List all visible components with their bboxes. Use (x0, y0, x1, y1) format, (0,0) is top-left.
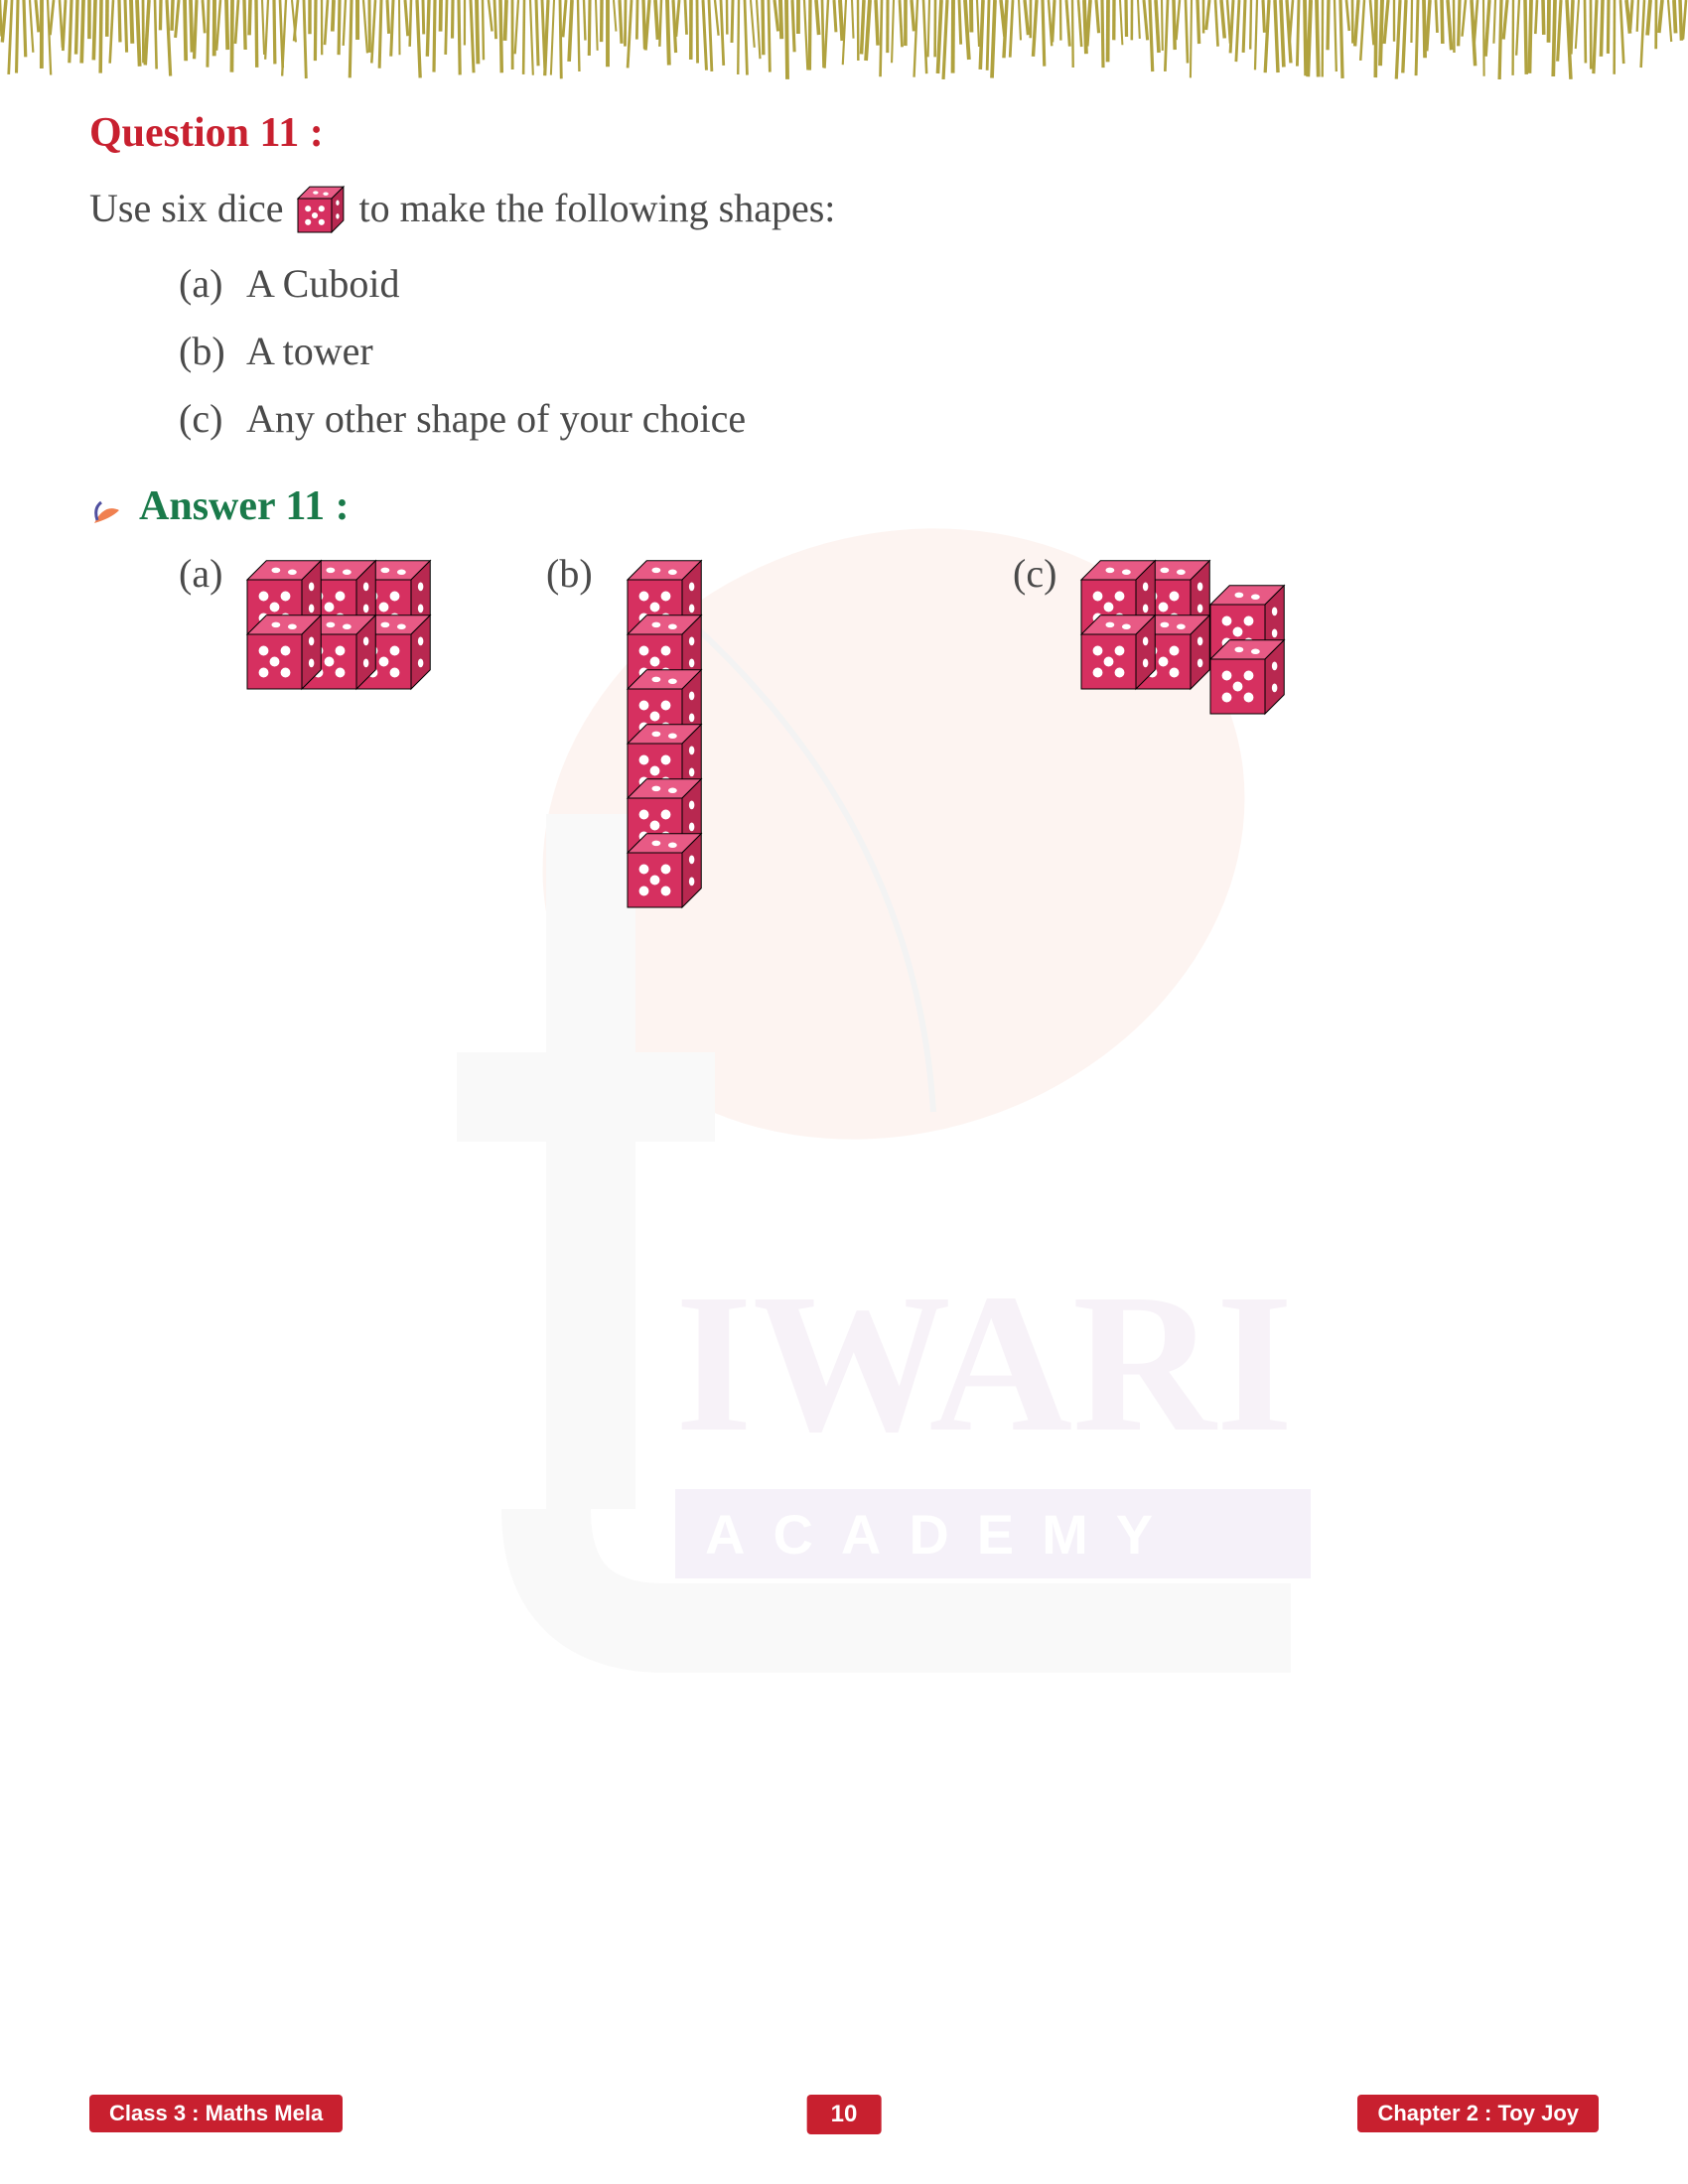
footer-chapter-label: Chapter 2 : Toy Joy (1357, 2095, 1599, 2132)
answer-c: (c) (1013, 550, 1349, 952)
page-footer: Class 3 : Maths Mela 10 Chapter 2 : Toy … (0, 2095, 1688, 2134)
option-a: (a) A Cuboid (179, 250, 1599, 318)
watermark-text-sub: ACADEMY (705, 1503, 1181, 1566)
answer-b: (b) (546, 550, 983, 952)
option-c: (c) Any other shape of your choice (179, 385, 1599, 453)
footer-class-label: Class 3 : Maths Mela (89, 2095, 343, 2132)
watermark-text-main: IWARI (675, 1254, 1293, 1473)
question-options: (a) A Cuboid (b) A tower (c) Any other s… (179, 250, 1599, 453)
custom-shape (1071, 550, 1349, 773)
dice-icon (294, 181, 350, 236)
answer-a: (a) (179, 550, 516, 952)
answer-shapes: (a) (b) (c) (179, 550, 1599, 952)
cuboid-shape (237, 550, 456, 753)
question-text: Use six dice to make the following shape… (89, 177, 1599, 240)
tower-shape (608, 550, 747, 952)
question-header: Question 11 : (89, 109, 1599, 157)
page-content: Question 11 : Use six dice to make the f… (89, 109, 1599, 952)
top-border-decoration (0, 0, 1688, 89)
logo-small-icon (89, 491, 129, 521)
answer-header: Answer 11 : (89, 482, 1599, 530)
option-b: (b) A tower (179, 318, 1599, 385)
footer-page-number: 10 (807, 2095, 882, 2134)
